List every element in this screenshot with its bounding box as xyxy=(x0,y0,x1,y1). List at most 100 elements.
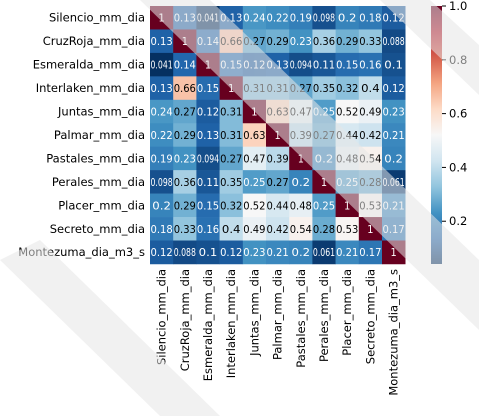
heatmap-cell-label: 1 xyxy=(205,59,211,72)
heatmap-cell-label: 0.35 xyxy=(313,82,335,95)
heatmap-cell-label: 1 xyxy=(298,152,304,165)
heatmap-cell-label: 0.13 xyxy=(151,35,173,48)
heatmap-cell-label: 0.16 xyxy=(197,223,219,236)
heatmap-cell-label: 0.21 xyxy=(383,129,405,142)
heatmap-cell-label: 0.15 xyxy=(336,59,358,72)
column-axis-label: Juntas_mm_dia xyxy=(247,269,261,357)
column-axis-label: Esmeralda_mm_dia xyxy=(201,269,215,381)
heatmap-cell-label: 1 xyxy=(344,199,350,212)
column-axis-label: Secreto_mm_dia xyxy=(363,269,377,364)
heatmap-cell-label: 0.094 xyxy=(197,152,219,165)
heatmap-cell-label: 0.21 xyxy=(267,246,289,259)
heatmap-cell-label: 0.47 xyxy=(243,152,265,165)
heatmap-cell-label: 0.14 xyxy=(197,35,219,48)
heatmap-cell-label: 0.27 xyxy=(267,176,289,189)
heatmap-cell-label: 0.29 xyxy=(174,199,196,212)
heatmap-cell-label: 0.39 xyxy=(267,152,289,165)
heatmap-cell-label: 0.2 xyxy=(384,152,403,165)
heatmap-cell-label: 1 xyxy=(367,223,373,236)
heatmap-cell-label: 0.31 xyxy=(220,106,242,119)
heatmap-cell-label: 0.12 xyxy=(243,59,265,72)
heatmap-cell-label: 0.25 xyxy=(336,176,358,189)
column-axis-label: Palmar_mm_dia xyxy=(271,269,285,360)
heatmap-cell-label: 0.2 xyxy=(292,246,311,259)
heatmap-cell-label: 0.088 xyxy=(174,246,196,259)
heatmap-cell-label: 0.47 xyxy=(290,106,312,119)
row-axis-label: Juntas_mm_dia xyxy=(57,105,145,119)
heatmap-cell-label: 0.22 xyxy=(151,129,173,142)
heatmap-cell-label: 0.23 xyxy=(290,35,312,48)
heatmap-cell-label: 0.27 xyxy=(220,152,242,165)
heatmap-cell-label: 0.33 xyxy=(359,35,381,48)
heatmap-cell-label: 0.15 xyxy=(220,59,242,72)
heatmap-cell-label: 0.18 xyxy=(151,223,173,236)
heatmap-cell-label: 0.27 xyxy=(243,35,265,48)
heatmap-cell-label: 0.12 xyxy=(220,246,242,259)
row-axis-label: Montezuma_dia_m3_s xyxy=(18,245,145,259)
heatmap-cell-label: 0.12 xyxy=(383,12,405,25)
heatmap-cell-label: 0.42 xyxy=(267,223,289,236)
colorbar-ticks: 0.2 0.4 0.6 0.8 1.0 xyxy=(442,0,467,228)
heatmap-cell-label: 0.27 xyxy=(174,106,196,119)
heatmap-cell-label: 0.63 xyxy=(243,129,265,142)
column-axis-label: Pastales_mm_dia xyxy=(294,269,308,368)
heatmap-cell-label: 0.16 xyxy=(359,59,381,72)
heatmap-cell-label: 0.098 xyxy=(313,12,335,25)
column-axis-label: Interlaken_mm_dia xyxy=(224,269,238,378)
heatmap-cell-label: 0.23 xyxy=(383,106,405,119)
colorbar-tick-label: 0.2 xyxy=(449,214,467,228)
heatmap-cell-label: 0.11 xyxy=(197,176,219,189)
heatmap-cell-label: 0.088 xyxy=(383,35,405,48)
column-axis-label: Perales_mm_dia xyxy=(317,269,331,362)
row-axis-label: Secreto_mm_dia xyxy=(50,222,145,236)
heatmap-cell-label: 1 xyxy=(391,246,397,259)
heatmap-cell-label: 1 xyxy=(321,176,327,189)
row-axis-label: Esmeralda_mm_dia xyxy=(33,58,145,72)
column-axis-label: Montezuma_dia_m3_s xyxy=(387,269,401,396)
heatmap-cell-label: 0.041 xyxy=(151,59,173,72)
heatmap-cell-label: 0.13 xyxy=(197,129,219,142)
heatmap-cell-label: 0.13 xyxy=(174,12,196,25)
heatmap-cell-label: 0.15 xyxy=(197,199,219,212)
heatmap-cell-label: 1 xyxy=(159,12,165,25)
heatmap-cell-label: 0.29 xyxy=(174,129,196,142)
heatmap-cell-label: 0.53 xyxy=(336,223,358,236)
row-axis-labels: Silencio_mm_dia CruzRoja_mm_dia Esmeralda_… xyxy=(18,11,145,260)
heatmap-cell-label: 0.32 xyxy=(336,82,358,95)
heatmap-cell-label: 0.28 xyxy=(313,223,335,236)
heatmap-cell-label: 1 xyxy=(228,82,234,95)
heatmap-cell-label: 0.31 xyxy=(220,129,242,142)
heatmap-cell-label: 0.24 xyxy=(151,106,173,119)
heatmap-cell-label: 0.36 xyxy=(313,35,335,48)
heatmap-cell-label: 0.29 xyxy=(336,35,358,48)
colorbar-tick-label: 0.6 xyxy=(449,107,467,121)
colorbar xyxy=(431,6,442,264)
heatmap-cell-label: 0.2 xyxy=(152,199,171,212)
heatmap-cell-label: 0.2 xyxy=(338,12,357,25)
heatmap-cell-label: 0.23 xyxy=(243,246,265,259)
heatmap-cell-label: 0.35 xyxy=(220,176,242,189)
heatmap-cell-label: 0.27 xyxy=(313,129,335,142)
heatmap-cell-label: 0.12 xyxy=(197,106,219,119)
heatmap-cell-label: 1 xyxy=(251,106,257,119)
row-axis-label: Perales_mm_dia xyxy=(52,175,145,189)
row-axis-label: Pastales_mm_dia xyxy=(46,151,145,165)
row-axis-label: Interlaken_mm_dia xyxy=(36,81,145,95)
heatmap-cell-label: 0.094 xyxy=(290,59,312,72)
heatmap-cell-label: 0.54 xyxy=(290,223,312,236)
heatmap-cell-label: 1 xyxy=(182,35,188,48)
column-axis-label: Silencio_mm_dia xyxy=(155,269,169,365)
colorbar-tick-label: 0.8 xyxy=(449,53,467,67)
heatmap-cell-label: 0.17 xyxy=(383,223,405,236)
heatmap-cell-label: 0.18 xyxy=(359,12,381,25)
heatmap-cell-label: 0.25 xyxy=(313,106,335,119)
heatmap-cell-label: 0.11 xyxy=(313,59,335,72)
heatmap-cell-label: 0.12 xyxy=(383,82,405,95)
heatmap-cell-label: 0.2 xyxy=(315,152,334,165)
heatmap-cell-label: 0.041 xyxy=(197,12,219,25)
row-axis-label: Silencio_mm_dia xyxy=(49,11,145,25)
heatmap-cell-label: 0.48 xyxy=(336,152,358,165)
heatmap-cell-label: 0.19 xyxy=(290,12,312,25)
column-axis-label: Placer_mm_dia xyxy=(340,269,354,356)
heatmap-cell-label: 0.49 xyxy=(243,223,265,236)
